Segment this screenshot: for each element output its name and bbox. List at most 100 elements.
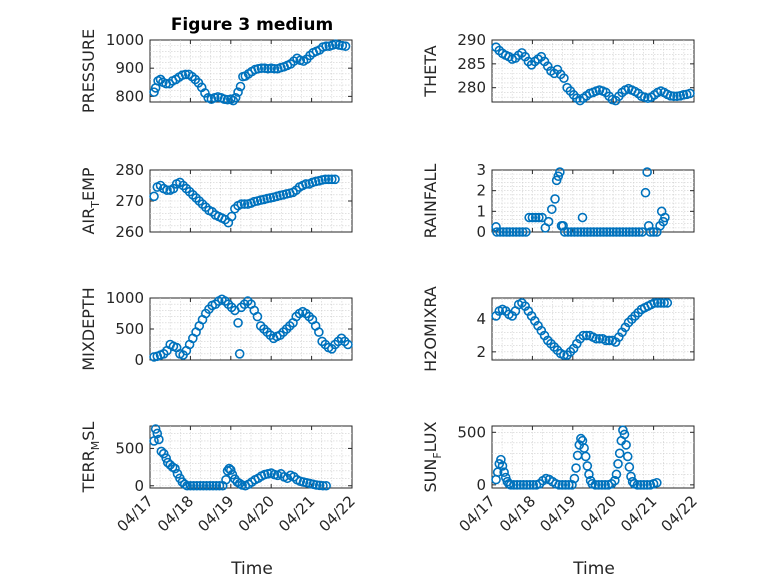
y-tick-label: 2 <box>476 343 486 361</box>
data-point <box>180 69 191 80</box>
data-point <box>496 454 506 465</box>
data-point <box>537 212 547 223</box>
data-point <box>613 459 623 469</box>
subplot-6: 2 4 H2OMIXRA <box>421 286 695 372</box>
data-point <box>631 227 641 237</box>
data-point <box>162 185 172 195</box>
x-tick-label: 04/19 <box>536 492 579 535</box>
y-axis-label-subscript: T <box>89 201 102 209</box>
y-axis-label: MIXDEPTH <box>79 287 98 370</box>
subplot-4: 0 1 2 3 RAINFALL <box>421 161 695 241</box>
x-axis-label-left: Time <box>230 559 273 579</box>
data-point <box>301 179 311 189</box>
data-point <box>659 298 669 308</box>
figure-title: Figure 3 medium <box>171 15 333 35</box>
data-point <box>640 187 651 198</box>
data-point <box>572 227 583 237</box>
y-tick-label: 285 <box>457 55 486 73</box>
data-point <box>314 480 325 491</box>
data-point <box>330 174 340 185</box>
data-point <box>149 87 159 97</box>
data-point <box>624 462 635 472</box>
y-tick-label: 0 <box>476 223 486 241</box>
y-tick-label: 0 <box>476 476 486 494</box>
data-point <box>170 463 180 474</box>
data-point <box>645 227 656 237</box>
data-point <box>195 480 205 491</box>
y-axis-label-subscript: F <box>431 452 444 458</box>
data-point <box>321 480 331 491</box>
data-point <box>618 425 628 436</box>
data-point <box>593 480 604 490</box>
data-point <box>632 480 643 490</box>
y-axis-label-main: SUN <box>421 459 440 493</box>
data-point <box>597 480 607 490</box>
data-point <box>558 221 568 231</box>
data-point <box>569 227 580 237</box>
data-point <box>228 95 239 106</box>
y-tick-label: 0 <box>134 351 144 369</box>
y-tick-label: 0 <box>134 477 144 495</box>
data-point <box>619 429 630 440</box>
data-point <box>585 227 596 237</box>
data-point <box>511 227 522 237</box>
data-point <box>512 480 522 490</box>
data-point <box>635 480 646 490</box>
data-point <box>656 298 666 308</box>
data-point <box>576 227 586 237</box>
data-point <box>269 63 280 74</box>
data-point <box>321 41 331 52</box>
data-point <box>652 477 662 488</box>
data-point <box>185 480 196 491</box>
y-axis-label: H2OMIXRA <box>421 286 440 372</box>
data-point <box>256 63 267 73</box>
y-tick-label: 1 <box>476 202 486 220</box>
y-tick-label: 1000 <box>106 31 144 49</box>
data-point <box>662 298 673 308</box>
data-point <box>521 227 531 237</box>
x-tick-label: 04/20 <box>235 492 278 535</box>
data-point <box>340 41 351 52</box>
x-tick-label: 04/22 <box>316 492 359 535</box>
data-point <box>595 227 606 237</box>
data-point <box>198 480 209 491</box>
data-point <box>577 212 588 223</box>
data-point <box>576 433 586 444</box>
data-point <box>642 480 652 490</box>
data-point <box>492 227 502 237</box>
data-point <box>634 227 644 237</box>
data-point <box>226 465 236 475</box>
data-point <box>614 448 625 459</box>
data-point <box>230 92 241 103</box>
data-point <box>498 227 509 237</box>
data-point <box>514 227 525 237</box>
data-point <box>649 298 660 308</box>
y-tick-label: 280 <box>115 161 144 179</box>
data-point <box>501 227 512 237</box>
subplot-1: 800 900 1000 PRESSURE <box>79 29 353 113</box>
data-point <box>528 480 539 490</box>
data-point <box>643 221 654 231</box>
data-point <box>530 212 541 223</box>
data-point <box>685 88 695 99</box>
data-point <box>524 212 534 223</box>
y-tick-label: 4 <box>476 310 486 328</box>
data-point <box>509 480 519 490</box>
data-point <box>518 480 529 490</box>
data-point <box>505 480 516 490</box>
y-tick-label: 500 <box>457 423 486 441</box>
x-tick-label: 04/19 <box>194 492 237 535</box>
y-tick-label: 3 <box>476 161 486 179</box>
data-point <box>578 330 589 341</box>
data-point <box>326 174 337 185</box>
data-point <box>580 451 591 462</box>
data-point <box>557 480 568 490</box>
data-point <box>314 327 324 337</box>
y-axis-label-main: AIR <box>79 208 98 235</box>
x-tick-label: 04/18 <box>496 492 539 535</box>
data-point <box>582 227 593 237</box>
y-axis-label-rest: EMP <box>79 167 98 201</box>
data-point <box>521 480 532 490</box>
data-point <box>605 227 615 237</box>
y-tick-label: 280 <box>457 79 486 97</box>
